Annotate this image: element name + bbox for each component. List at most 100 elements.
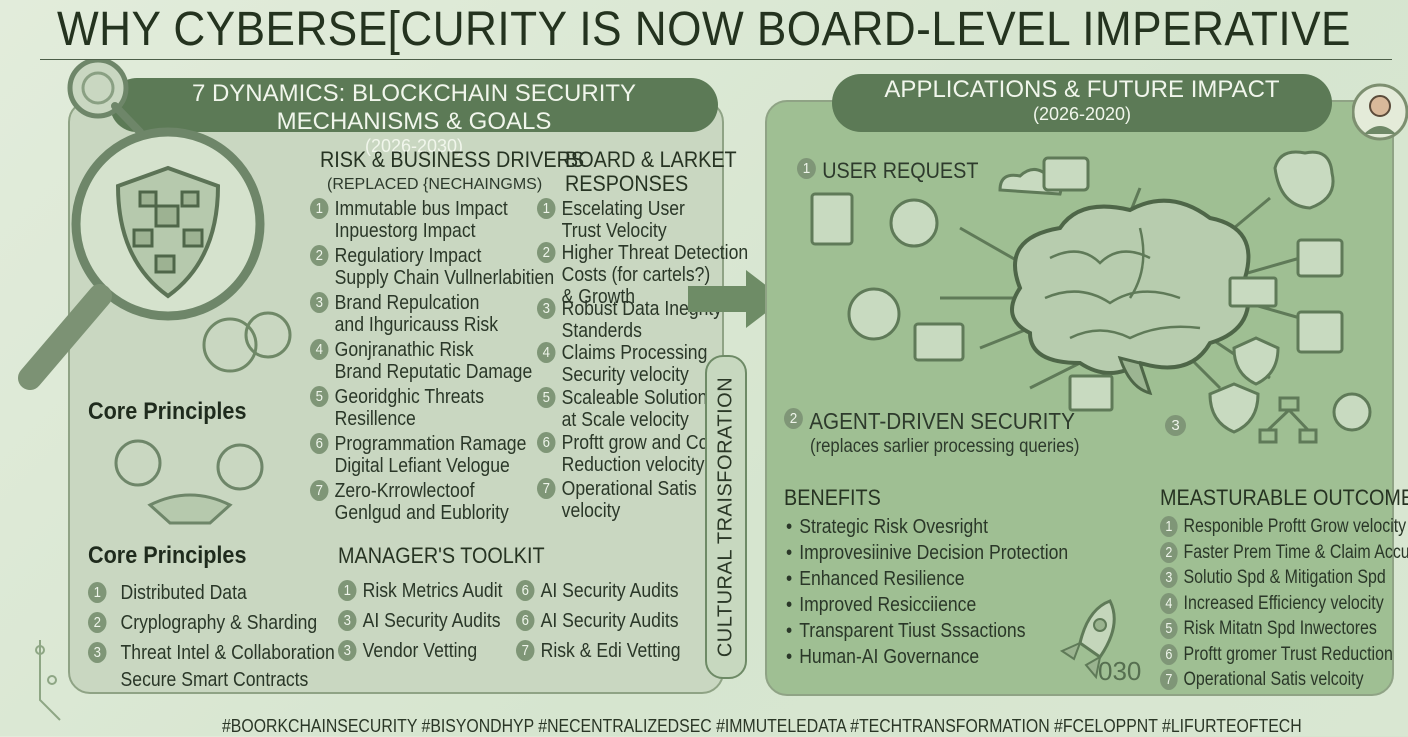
- bullet-icon: •: [786, 568, 793, 590]
- item-text-continued: Inpuestorg Impact: [334, 220, 476, 242]
- bullet-icon: •: [786, 646, 793, 668]
- item-number: 6: [516, 580, 535, 601]
- item-number: 6: [516, 610, 535, 631]
- item-text: Faster Prem Time & Claim Accu: [1183, 541, 1408, 563]
- item-number: 3: [537, 298, 556, 319]
- item-text-continued: Genlgud and Eublority: [334, 502, 509, 524]
- benefit-text: Human-AI Governance: [799, 646, 980, 668]
- step-3-marker: 3: [1165, 415, 1193, 436]
- step-2-description: (replaces sarlier processing queries): [810, 436, 1080, 457]
- item-text: Claims Processing: [561, 342, 708, 364]
- item-text: Operational Satis velcoity: [1183, 669, 1364, 690]
- item-number: 1: [537, 198, 556, 219]
- list-item: 4 Claims Processing Security velocity: [537, 342, 707, 386]
- item-text: Risk Metrics Audit: [362, 580, 503, 602]
- item-text-continued: Brand Reputatic Damage: [334, 361, 533, 383]
- item-text: Programmation Ramage: [334, 433, 527, 455]
- list-item: 2 Cryplography & Sharding: [88, 612, 317, 634]
- list-item: 3 Vendor Vetting: [338, 640, 477, 662]
- item-text: Increased Efficiency velocity: [1183, 592, 1384, 614]
- list-item: 6 AI Security Audits: [516, 610, 679, 632]
- item-text: Threat Intel & Collaboration: [120, 642, 335, 664]
- benefits-heading: BENEFITS: [784, 485, 881, 510]
- item-text: Robust Data Inegrity: [561, 298, 723, 320]
- title-divider: [40, 59, 1392, 60]
- benefit-item: • Human-AI Governance: [786, 646, 979, 668]
- step-1-label: USER REQUEST: [822, 158, 979, 183]
- list-item: 1 Responible Proftt Grow velocity: [1160, 516, 1406, 538]
- item-text: Higher Threat Detection: [561, 242, 749, 264]
- benefit-item: • Enhanced Resilience: [786, 568, 965, 590]
- board-responses-heading-line2: RESPONSES: [565, 171, 689, 196]
- item-number: 1: [310, 198, 329, 219]
- item-text-continued: Trust Velocity: [561, 220, 667, 242]
- list-item: 3 Brand Repulcation and Ihguricauss Risk: [310, 292, 498, 336]
- step-agent-driven-security: 2 AGENT-DRIVEN SECURITY: [784, 408, 1075, 435]
- item-text: Regulatiory Impact: [334, 245, 482, 267]
- right-banner-subtitle: (2026-2020): [1032, 104, 1132, 124]
- item-number: 2: [1160, 541, 1178, 563]
- item-number: 7: [1160, 669, 1178, 690]
- list-item: 3 Solutio Spd & Mitigation Spd: [1160, 567, 1386, 589]
- hashtags-footer: #BOORKCHAINSECURITY #BISYONDHYP #NECENTR…: [222, 716, 1302, 736]
- item-number: 7: [516, 640, 535, 661]
- item-text: Gonjranathic Risk: [334, 339, 474, 361]
- rocket-icon: [1059, 599, 1116, 680]
- benefit-text: Transparent Tiust Sssactions: [799, 620, 1026, 642]
- list-item: 1 Immutable bus Impact Inpuestorg Impact: [310, 198, 508, 242]
- item-text-continued: at Scale velocity: [561, 409, 689, 431]
- list-item: 3 Threat Intel & Collaboration Secure Smar…: [88, 642, 335, 691]
- toolkit-heading: MANAGER'S TOOLKIT: [338, 543, 545, 568]
- list-item: 1 Risk Metrics Audit: [338, 580, 503, 602]
- bullet-icon: •: [786, 542, 793, 564]
- item-text: Escelating User: [561, 198, 685, 220]
- circuit-decoration-icon: [35, 640, 61, 721]
- list-item: 7 Operational Satis velcoity: [1160, 669, 1364, 691]
- benefit-text: Improvesiinive Decision Protection: [799, 542, 1069, 564]
- bullet-icon: •: [786, 594, 793, 616]
- list-item: 7 Risk & Edi Vetting: [516, 640, 681, 662]
- step-1-number: 1: [797, 158, 816, 179]
- left-banner-title: 7 DYNAMICS: BLOCKCHAIN SECURITY MECHANIS…: [191, 80, 637, 135]
- list-item: 6 AI Security Audits: [516, 580, 679, 602]
- item-text-continued: & Growth: [561, 286, 635, 308]
- list-item: 1 Escelating User Trust Velocity: [537, 198, 685, 242]
- risk-drivers-subheading: (REPLACED {NECHAINGMS): [327, 176, 543, 193]
- item-text: Proftt grow and Cost: [561, 432, 723, 454]
- item-number: 6: [310, 433, 329, 454]
- item-number: 3: [338, 610, 357, 631]
- item-text: Distributed Data: [120, 582, 247, 604]
- benefit-item: • Strategic Risk Ovesright: [786, 516, 988, 538]
- benefit-text: Strategic Risk Ovesright: [799, 516, 988, 538]
- list-item: 5 Scaleable Solutions at Scale velocity: [537, 387, 716, 431]
- list-item: 3 Robust Data Inegrity Standerds: [537, 298, 722, 342]
- item-text: Immutable bus Impact: [334, 198, 508, 220]
- bullet-icon: •: [786, 620, 793, 642]
- list-item: 6 Programmation Ramage Digital Lefiant Vel…: [310, 433, 526, 477]
- outcomes-heading: MEASTURABLE OUTCOMES: [1160, 485, 1408, 510]
- list-item: 3 AI Security Audits: [338, 610, 501, 632]
- item-number: 7: [310, 480, 329, 501]
- item-text-continued: and Ihguricauss Risk: [334, 314, 499, 336]
- item-text-continued: velocity: [561, 500, 621, 522]
- item-text-continued: Resillence: [334, 408, 416, 430]
- list-item: 7 Operational Satis velocity: [537, 478, 697, 522]
- item-text-continued: Reduction velocity: [561, 454, 705, 476]
- item-number: 4: [537, 342, 556, 363]
- list-item: 5 Risk Mitatn Spd Inwectores: [1160, 618, 1377, 640]
- risk-drivers-heading: RISK & BUSINESS DRIVERS: [320, 147, 585, 172]
- item-text: Scaleable Solutions: [561, 387, 717, 409]
- list-item: 4 Gonjranathic Risk Brand Reputatic Damage: [310, 339, 532, 383]
- item-number: 6: [537, 432, 556, 453]
- cultural-transformation-label: CULTURAL TRAISFORATION: [705, 355, 747, 679]
- item-number: 1: [88, 582, 107, 603]
- item-text: AI Security Audits: [540, 580, 679, 602]
- item-text: Risk Mitatn Spd Inwectores: [1183, 618, 1377, 639]
- item-number: 4: [310, 339, 329, 360]
- item-number: 2: [88, 612, 107, 633]
- item-number: 1: [338, 580, 357, 601]
- benefit-text: Enhanced Resilience: [799, 568, 965, 590]
- item-number: 2: [310, 245, 329, 266]
- benefit-item: • Transparent Tiust Sssactions: [786, 620, 1026, 642]
- rocket-label: 030: [1098, 656, 1142, 686]
